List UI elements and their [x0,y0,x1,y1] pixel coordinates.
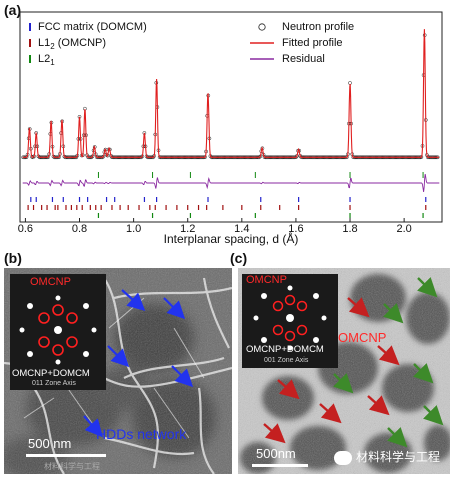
l21-arrow [387,427,408,448]
x-tick-label: 1.6 [288,223,303,235]
watermark-small: 材料科学与工程 [44,462,100,471]
plot-frame [19,11,443,223]
scale-label-b: 500 nm [28,436,72,451]
panel-label-c: (c) [230,250,248,266]
x-tick-label: 1.0 [126,223,141,235]
omcnp-annotation: OMCNP [338,330,387,345]
omcnp-arrow [367,395,390,416]
inset-zone-axis-c: 001 Zone Axis [264,357,309,364]
x-tick-label: 1.4 [234,223,249,235]
panel-label-a: (a) [4,2,22,18]
hdd-arrow [163,297,186,320]
series-residual [22,174,440,192]
hdd-network-label: HDDs network [96,426,187,442]
series-neutron-profile [21,33,440,160]
diffraction-inset-c: OMCNP OMCNP+DOMCM 001 Zone Axis [242,274,338,368]
inset-label-omcnp-b: OMCNP [30,276,71,288]
tem-image-hdd-network: OMCNP OMCNP+DOMCM 011 Zone Axis HDDs net… [4,268,232,474]
series-fitted-profile [22,29,439,158]
l21-arrow [333,373,354,394]
hdd-arrow [121,289,146,311]
hdd-arrow [83,415,103,438]
x-tick-label: 2.0 [396,223,411,235]
diffraction-pattern-b [19,295,97,365]
inset-label-combined-b: OMCNP+DOMCM [12,368,90,379]
omcnp-arrow [319,403,342,424]
diffraction-pattern-c [253,285,327,351]
hdd-arrow [107,345,130,368]
x-tick-label: 1.8 [342,223,357,235]
x-axis-ticks: 0.6 0.8 1.0 1.2 1.4 1.6 1.8 2.0 [18,218,412,235]
l21-arrow [383,303,404,324]
diffraction-inset-b: OMCNP OMCNP+DOMCM 011 Zone Axis [10,274,106,390]
omcnp-arrow [347,297,370,318]
legend-label-tail: (OMCNP) [55,37,106,49]
phase-arrows [263,277,444,448]
neutron-diffraction-chart: FCC matrix (DOMCM) L12 (OMCNP) L21 Neutron … [18,11,443,246]
legend-label: L12 (OMCNP) [38,37,106,51]
legend-label: FCC matrix (DOMCM) [38,21,147,33]
x-tick-label: 0.6 [18,223,33,235]
scale-bar-b [26,454,106,457]
legend-label: L21 [38,53,55,67]
data-point [31,155,35,160]
x-tick-label: 0.8 [72,223,87,235]
wechat-icon [334,450,352,465]
legend-label: Fitted profile [282,37,343,49]
x-tick-label: 1.2 [180,223,195,235]
l21-arrow [423,405,444,426]
inset-label-omcnp-c: OMCNP [246,274,287,286]
panel-label-b: (b) [4,250,22,266]
hdd-arrows [83,289,194,438]
tem-image-omcnp: OMCNP OMCNP+DOMCM 001 Zone Axis OMCNP 50… [238,268,450,474]
watermark-text: 材料科学与工程 [334,448,440,465]
legend-swatch [258,23,266,31]
legend-label: Residual [282,53,325,65]
inset-zone-axis-b: 011 Zone Axis [32,380,76,387]
chart-series [21,29,440,218]
chart-legend: FCC matrix (DOMCM) L12 (OMCNP) L21 Neutron … [29,21,354,67]
legend-subscript: 1 [50,58,55,67]
omcnp-arrow [277,379,300,400]
hdd-arrow [171,365,194,388]
watermark-label: 材料科学与工程 [356,450,441,464]
inset-label-combined-c: OMCNP+DOMCM [246,344,324,355]
l21-arrow [417,277,438,298]
omcnp-arrow [377,345,400,366]
scale-bar-c [252,464,308,467]
legend-subscript: 2 [50,42,55,51]
x-axis-label: Interplanar spacing, d (Å) [164,231,299,246]
scale-label-c: 500nm [256,446,296,461]
legend-label: Neutron profile [282,21,354,33]
omcnp-arrow [263,423,286,444]
l21-arrow [413,363,434,384]
